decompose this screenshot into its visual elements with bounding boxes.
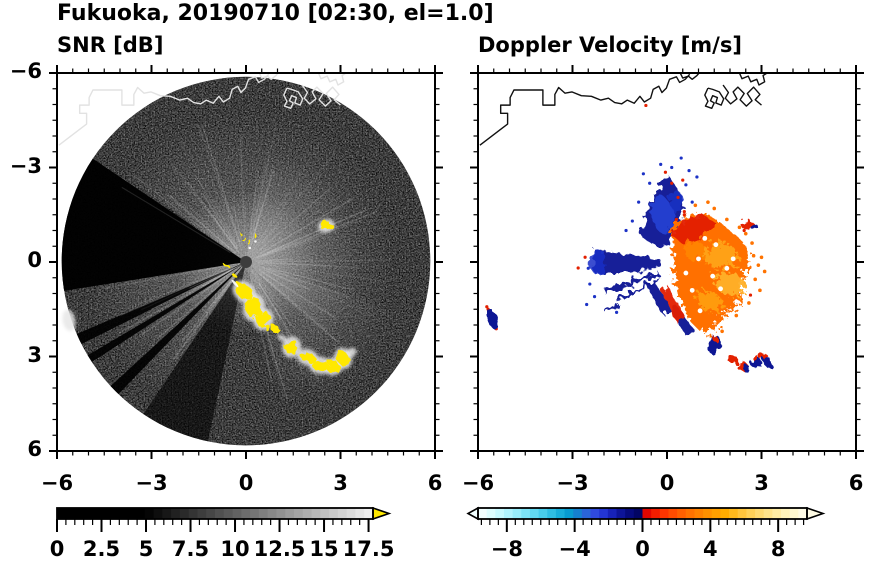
coastline-velocity (479, 74, 767, 146)
colorbar-tick-label: 0 (635, 537, 650, 561)
y-tick-label: −3 (9, 153, 42, 178)
colorbar-snr (56, 506, 392, 532)
clutter-arc-echoes (487, 220, 772, 372)
y-tick-label: 3 (27, 342, 42, 367)
colorbar-tick-label: 8 (770, 537, 786, 561)
clutter-yellow (225, 221, 349, 373)
coastline-snr (58, 74, 346, 146)
panel-title-velocity: Doppler Velocity [m/s] (478, 33, 742, 57)
x-tick-label: 3 (333, 471, 348, 495)
colorbar-vel (466, 506, 826, 532)
x-tick-label: −6 (461, 471, 495, 495)
velocity-scan (479, 74, 772, 372)
figure-title: Fukuoka, 20190710 [02:30, el=1.0] (57, 1, 494, 26)
panel-title-snr: SNR [dB] (57, 33, 164, 57)
x-tick-label: −6 (40, 471, 74, 495)
colorbar-under-arrow (466, 506, 479, 521)
x-tick-label: 0 (659, 471, 675, 495)
y-tick-label: 0 (27, 248, 42, 272)
positive-velocity-echoes (671, 214, 749, 333)
colorbar-tick-label: −4 (558, 537, 591, 561)
colorbar-tick-label: 10 (220, 537, 250, 561)
colorbar-tick-label: 2.5 (82, 537, 121, 561)
colorbar-tick-label: 5 (138, 537, 154, 561)
x-tick-label: −3 (135, 471, 168, 495)
colorbar-tick-label: 15 (309, 537, 339, 561)
x-tick-label: 6 (848, 471, 864, 495)
x-tick-label: −3 (556, 471, 589, 495)
colorbar-over-arrow (372, 506, 392, 521)
x-tick-label: 6 (427, 471, 443, 495)
radar-center-marker (240, 256, 252, 268)
y-tick-label: 6 (27, 437, 42, 461)
colorbar-tick-label: 4 (703, 537, 718, 561)
colorbar-tick-label: 0 (49, 537, 65, 561)
colorbar-tick-label: −8 (490, 537, 523, 561)
red-velocity-bands (661, 213, 718, 324)
x-tick-label: 0 (238, 471, 254, 495)
colorbar-over-arrow (806, 506, 826, 521)
colorbar-tick-label: 12.5 (253, 537, 306, 561)
colorbar-tick-label: 17.5 (342, 537, 395, 561)
colorbar-tick-label: 7.5 (171, 537, 210, 561)
radar-center-gap (661, 254, 675, 268)
snr-scan (58, 74, 431, 446)
x-tick-label: 3 (754, 471, 769, 495)
y-tick-label: −6 (9, 59, 42, 83)
